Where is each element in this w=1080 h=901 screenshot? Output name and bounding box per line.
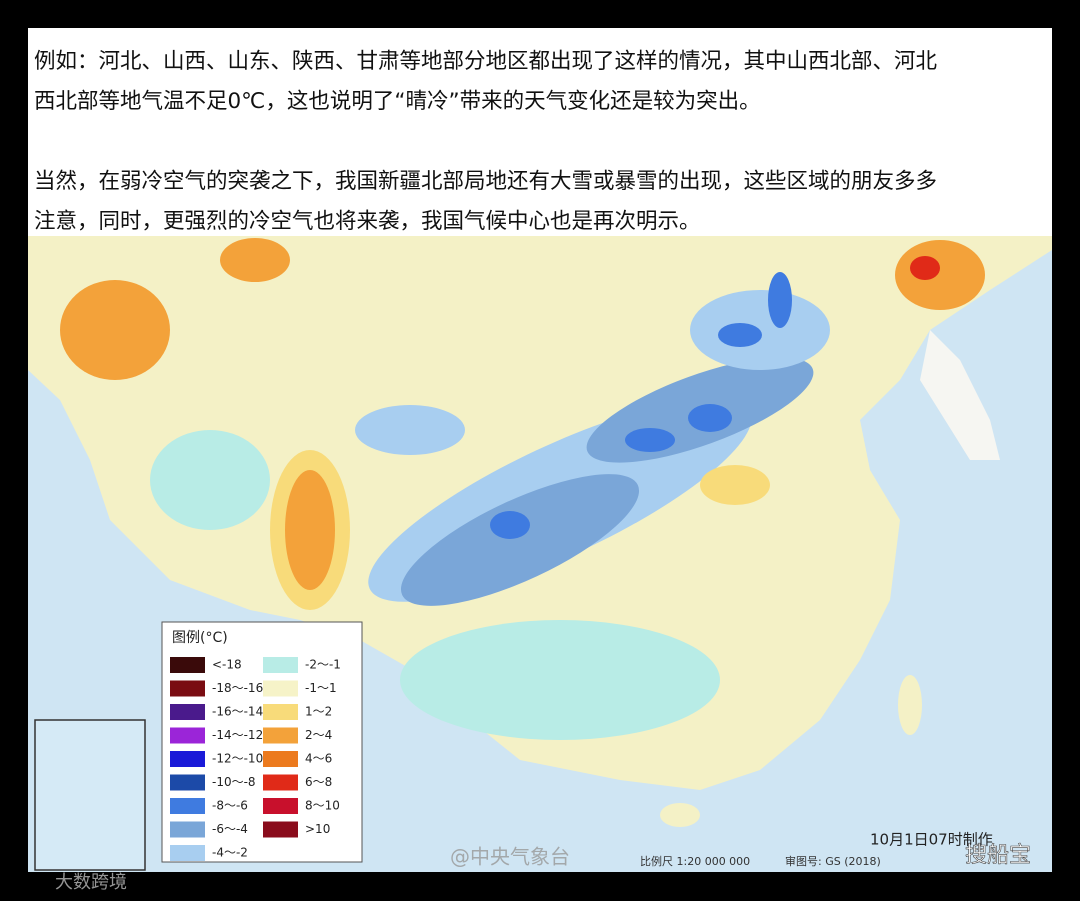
legend-label: -8～-6	[212, 799, 248, 813]
legend-label: -18～-16	[212, 681, 263, 695]
legend-swatch	[170, 727, 205, 744]
inset-map	[34, 719, 146, 871]
date: 10月1日07时制作	[870, 831, 993, 849]
cold-core	[718, 323, 762, 347]
legend-label: >10	[305, 822, 330, 836]
legend-swatch	[263, 727, 298, 744]
paragraph: 例如：河北、山西、山东、陕西、甘肃等地部分地区都出现了这样的情况，其中山西北部、…	[34, 42, 1052, 122]
scale: 比例尺 1:20 000 000	[640, 854, 750, 868]
cold-zone	[400, 474, 640, 606]
warm-zone	[700, 465, 770, 505]
article-text: 例如：河北、山西、山东、陕西、甘肃等地部分地区都出现了这样的情况，其中山西北部、…	[28, 28, 1052, 236]
cool-zone	[150, 430, 270, 530]
legend-label: 6～8	[305, 775, 332, 789]
legend-swatch	[170, 680, 205, 697]
legend-label: 4～6	[305, 752, 332, 766]
hainan	[660, 803, 700, 827]
legend-label: -6～-4	[212, 822, 248, 836]
hot-core	[910, 256, 940, 280]
legend-label: -16～-14	[212, 705, 263, 719]
cold-core	[625, 428, 675, 452]
text-line: 注意，同时，更强烈的冷空气也将来袭，我国气候中心也是再次明示。	[34, 209, 701, 234]
legend-title: 图例(°C)	[172, 630, 228, 646]
legend-swatch	[170, 774, 205, 791]
taiwan	[898, 675, 922, 735]
legend-label: -1～1	[305, 681, 337, 695]
legend-label: 8～10	[305, 799, 340, 813]
legend-swatch	[170, 657, 205, 673]
cold-zone	[355, 405, 465, 455]
korea	[920, 330, 1000, 460]
legend-label: 2～4	[305, 728, 332, 742]
legend-swatch	[263, 680, 298, 697]
legend-swatch	[170, 845, 205, 861]
legend-swatch	[170, 751, 205, 767]
legend-label: -2～-1	[305, 658, 341, 672]
legend-label: <-18	[212, 658, 242, 672]
legend-swatch	[170, 798, 205, 814]
text-line: 西北部等地气温不足0℃，这也说明了“晴冷”带来的天气变化还是较为突出。	[34, 89, 761, 114]
legend-label: -14～-12	[212, 728, 263, 742]
cold-core	[490, 511, 530, 539]
legend-swatch	[263, 798, 298, 814]
approval: 审图号: GS (2018)	[785, 854, 881, 868]
legend-swatch	[170, 821, 205, 838]
legend-swatch	[263, 657, 298, 673]
legend-swatch	[263, 751, 298, 767]
legend-swatch	[263, 774, 298, 791]
cool-zone	[400, 620, 720, 740]
warm-zone	[60, 280, 170, 380]
cold-zone	[690, 290, 830, 370]
legend-label: -10～-8	[212, 775, 256, 789]
warm-zone	[285, 470, 335, 590]
warm-zone	[895, 240, 985, 310]
watermark: 搜船宝	[965, 843, 1031, 868]
warm-zone	[220, 238, 290, 282]
legend-label: 1～2	[305, 705, 332, 719]
text-line: 当然，在弱冷空气的突袭之下，我国新疆北部局地还有大雪或暴雪的出现，这些区域的朋友…	[34, 169, 938, 194]
legend-swatch	[263, 821, 298, 838]
cold-core	[768, 272, 792, 328]
legend-swatch	[170, 704, 205, 720]
legend-swatch	[263, 704, 298, 720]
legend-label: -12～-10	[212, 752, 263, 766]
watermark: 大数跨境	[55, 872, 127, 893]
legend-label: -4～-2	[212, 846, 248, 860]
text-line: 例如：河北、山西、山东、陕西、甘肃等地部分地区都出现了这样的情况，其中山西北部、…	[34, 49, 938, 74]
cold-core	[688, 404, 732, 432]
paragraph: 当然，在弱冷空气的突袭之下，我国新疆北部局地还有大雪或暴雪的出现，这些区域的朋友…	[34, 162, 1052, 242]
source: @中央气象台	[450, 845, 570, 869]
